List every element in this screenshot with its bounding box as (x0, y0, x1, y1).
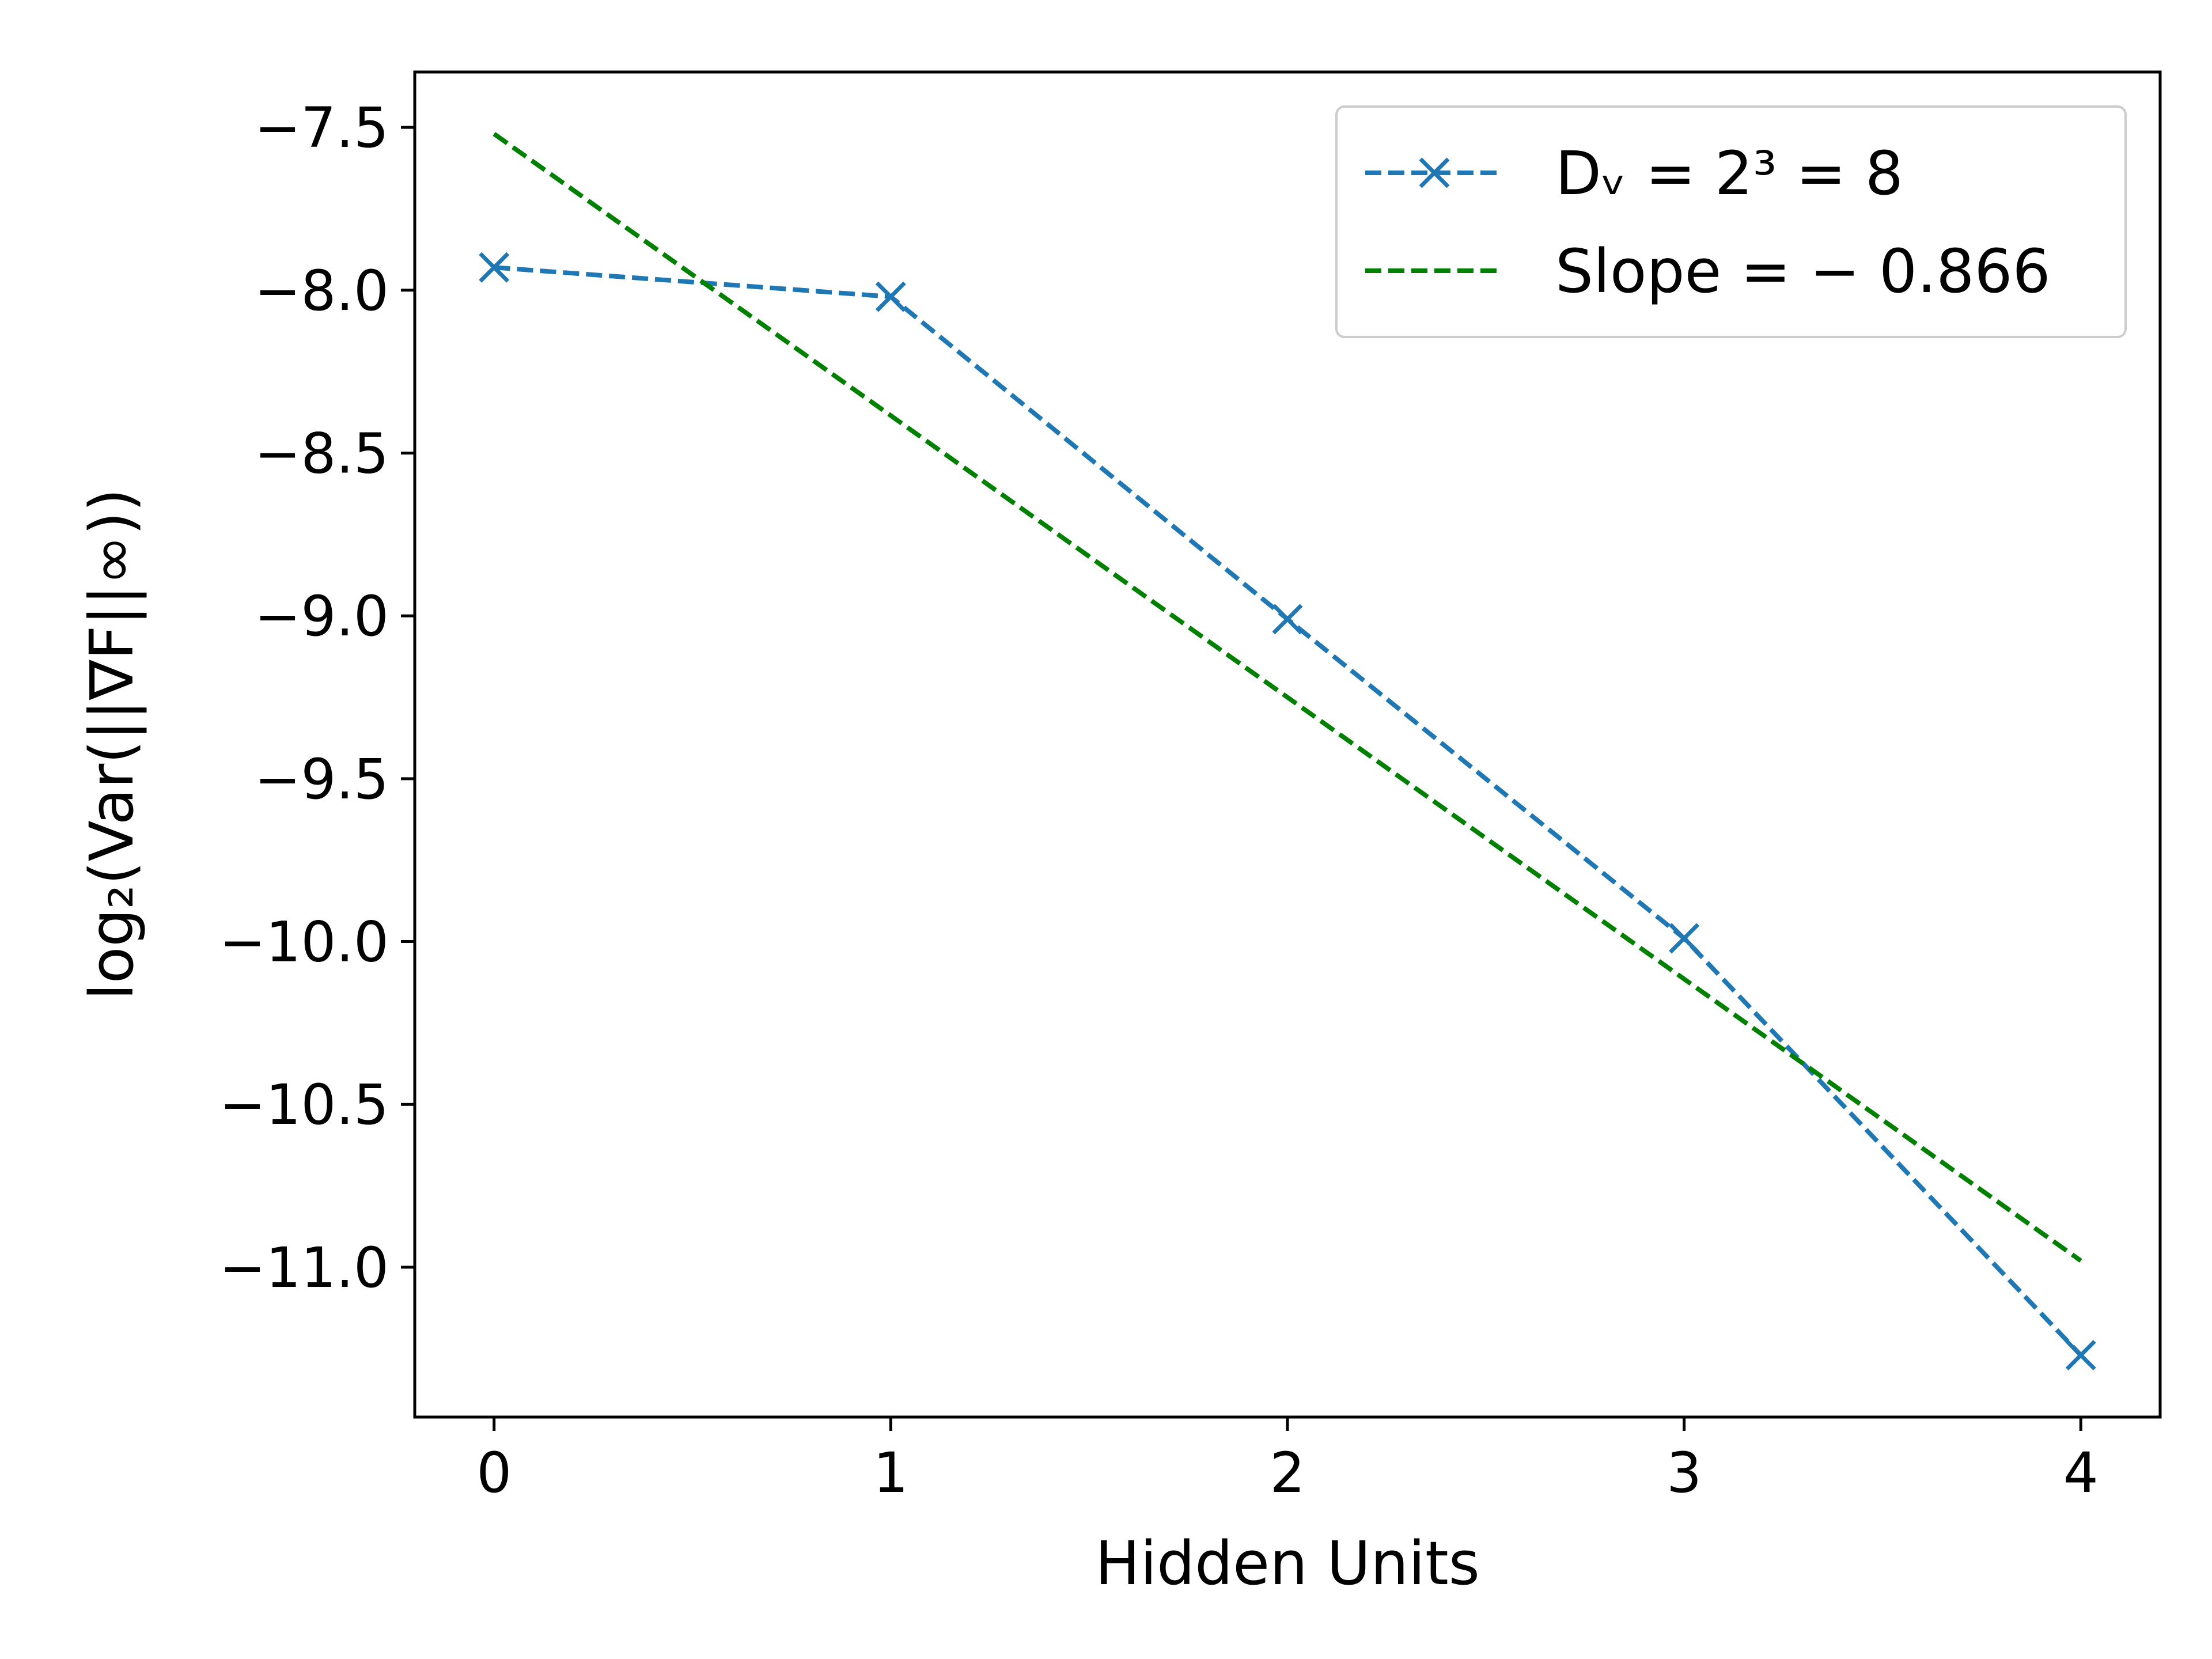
x-axis-label: Hidden Units (1095, 1528, 1480, 1599)
x-axis-ticks: 0 1 2 3 4 (476, 1417, 2099, 1505)
x-tick-label: 0 (476, 1441, 512, 1505)
x-tick-label: 2 (1270, 1441, 1305, 1505)
y-axis-ticks: −7.5 −8.0 −8.5 −9.0 −9.5 −10.0 −10.5 −11.0 (219, 96, 415, 1300)
y-tick-label: −8.0 (255, 259, 389, 323)
y-tick-label: −9.0 (255, 584, 389, 649)
data-point-marker (479, 252, 510, 283)
x-tick-label: 1 (873, 1441, 908, 1505)
legend-label-series-1: Dᵥ = 2³ = 8 (1555, 138, 1903, 209)
data-point-marker (1669, 923, 1700, 954)
y-tick-label: −8.5 (255, 421, 389, 486)
y-tick-label: −10.0 (219, 910, 389, 975)
data-point-marker (875, 281, 906, 312)
series-layer (479, 132, 2096, 1371)
y-tick-label: −9.5 (255, 747, 389, 812)
legend: Dᵥ = 2³ = 8 Slope = − 0.866 (1335, 105, 2127, 338)
data-point-marker (1272, 604, 1303, 635)
y-tick-label: −10.5 (219, 1073, 389, 1137)
legend-marker-series-1 (1419, 157, 1450, 188)
y-tick-label: −11.0 (219, 1236, 389, 1300)
y-tick-label: −7.5 (255, 96, 389, 160)
x-tick-label: 4 (2063, 1441, 2099, 1505)
data-point-marker (2065, 1340, 2096, 1371)
x-tick-label: 3 (1666, 1441, 1702, 1505)
series-line-2 (493, 132, 2082, 1263)
legend-label-series-2: Slope = − 0.866 (1555, 236, 2051, 306)
y-axis-label: log₂(Var(||∇F||∞)) (77, 488, 147, 1000)
legend-box (1335, 105, 2127, 338)
